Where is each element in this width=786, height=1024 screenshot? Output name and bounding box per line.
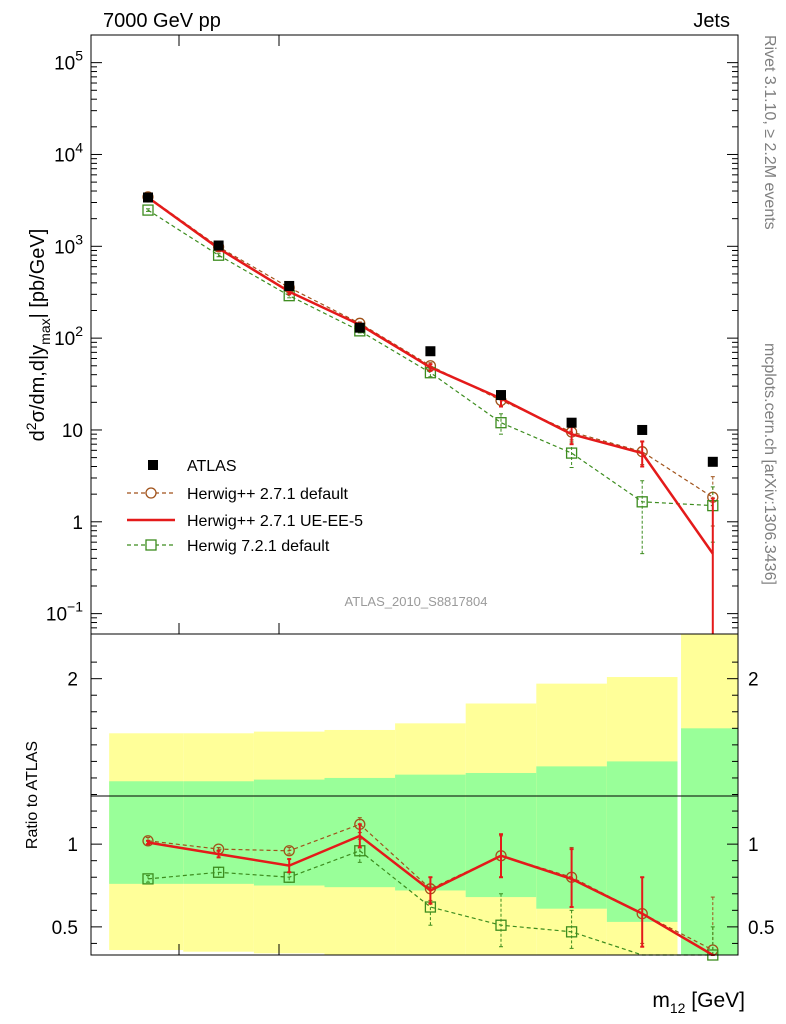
main-atlas-point: [496, 390, 506, 401]
main-atlas-point: [354, 322, 365, 333]
main-y-tick-label: 10−1: [46, 599, 83, 626]
rivet-version-label: Rivet 3.1.10, ≥ 2.2M events: [761, 35, 778, 230]
main-atlas-point: [143, 192, 153, 203]
green-band-0: [109, 781, 184, 884]
ratio-herwig-7-2-1-default-line: [147, 850, 713, 956]
ratio-herwig-7-2-1-default-point: [565, 926, 578, 938]
analysis-label: ATLAS_2010_S8817804: [345, 594, 488, 609]
ratio-herwig-7-2-1-default-point: [142, 873, 154, 885]
main-y-tick-label: 105: [54, 48, 83, 75]
main-herwig-7-2-1-default-line: [147, 209, 713, 507]
main-y-tick-label: 1: [72, 513, 83, 534]
legend-marker-herwig-7-2-1-default: [145, 539, 157, 551]
ratio-herwig-2-7-1-default-point: [283, 845, 295, 857]
main-atlas-point: [213, 240, 224, 251]
main-y-tick-label: 10: [62, 421, 83, 442]
legend-marker-atlas: [148, 460, 158, 470]
legend-label-herwig-2-7-1-default: Herwig++ 2.7.1 default: [187, 486, 349, 503]
ratio-herwig-2-7-1-default-point: [142, 835, 154, 847]
green-band-4: [395, 774, 466, 891]
axis-ticks: [91, 34, 738, 955]
main-herwig-7-2-1-default-point: [636, 496, 648, 508]
ratio-y-tick-label-right: 0.5: [748, 918, 774, 939]
ratio-y-tick-label-left: 1: [67, 835, 78, 856]
main-atlas-point: [637, 424, 648, 435]
main-atlas-point: [284, 280, 295, 291]
main-y-tick-label: 103: [54, 231, 83, 258]
main-atlas-point: [566, 417, 577, 428]
ratio-herwig-2-7-1-default-line: [147, 823, 714, 951]
mcplots-reference-label: mcplots.cern.ch [arXiv:1306.3436]: [761, 343, 778, 585]
series-layer: [142, 191, 719, 961]
x-axis-label: m12 [GeV]: [652, 989, 745, 1016]
header-left: 7000 GeV pp: [103, 10, 221, 32]
main-y-axis-label: d2σ/dm,d|ymax| [pb/GeV]: [23, 229, 53, 442]
ratio-y-tick-label-left: 0.5: [52, 918, 78, 939]
main-atlas-point: [425, 346, 436, 357]
main-y-tick-label: 102: [54, 323, 83, 350]
main-herwig-7-2-1-default-point: [565, 447, 578, 459]
legend-label-atlas: ATLAS: [187, 458, 237, 475]
ratio-y-tick-label-left: 2: [67, 670, 78, 691]
main-herwig-7-2-1-default-point: [142, 204, 154, 216]
header-right: Jets: [693, 10, 730, 32]
ratio-y-tick-label-right: 1: [748, 835, 759, 856]
ratio-y-axis-label: Ratio to ATLAS: [24, 741, 41, 849]
legend-label-herwig-2-7-1-ue-ee-5: Herwig++ 2.7.1 UE-EE-5: [187, 513, 363, 530]
legend: ATLAS Herwig++ 2.7.1 default Herwig++ 2.7.…: [127, 458, 363, 555]
main-y-tick-label: 104: [54, 139, 83, 166]
main-atlas-point: [707, 456, 718, 467]
ratio-y-tick-label-right: 2: [748, 670, 759, 691]
main-herwig-7-2-1-default-point: [495, 417, 507, 429]
ratio-uncertainty-bands: [109, 634, 738, 955]
green-band-8: [681, 728, 738, 955]
legend-marker-herwig-2-7-1-default: [145, 487, 157, 499]
ratio-herwig-7-2-1-default-point: [212, 866, 225, 878]
legend-label-herwig-7-2-1-default: Herwig 7.2.1 default: [187, 538, 330, 555]
ratio-herwig-7-2-1-default-point: [495, 919, 507, 931]
